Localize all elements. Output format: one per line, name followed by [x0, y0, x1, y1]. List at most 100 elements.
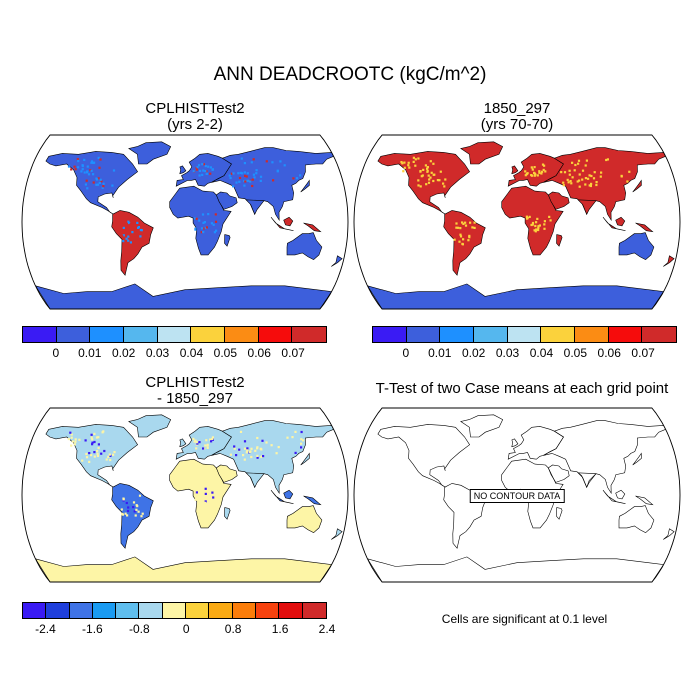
grid-cell: [195, 441, 198, 444]
grid-cell: [204, 487, 207, 490]
grid-cell: [600, 171, 603, 174]
grid-cell: [299, 174, 302, 177]
grid-cell: [101, 186, 104, 189]
map-border: [353, 134, 681, 310]
landmass-antarctica: [366, 283, 665, 309]
grid-cell: [576, 180, 579, 183]
landmass-borneo: [283, 216, 294, 227]
grid-cell: [122, 497, 125, 500]
colorbar-swatch: [209, 603, 233, 618]
grid-cell: [81, 168, 84, 171]
grid-cell: [129, 241, 132, 244]
grid-cell: [252, 158, 255, 161]
grid-cell: [283, 164, 286, 167]
grid-cell: [407, 164, 410, 167]
grid-cell: [91, 438, 94, 441]
grid-cell: [90, 454, 93, 457]
landmass-indonesia: [602, 490, 626, 504]
colorbar-tick-label: 0.01: [428, 346, 452, 360]
grid-cell: [291, 436, 294, 439]
grid-cell: [109, 458, 112, 462]
grid-cell: [196, 166, 199, 169]
grid-cell: [538, 170, 541, 173]
panel-title-line1: CPLHISTTest2: [145, 374, 245, 391]
colorbar-swatch: [255, 603, 280, 618]
grid-cell: [212, 223, 215, 226]
grid-cell: [127, 239, 130, 242]
grid-cell: [241, 172, 244, 175]
grid-cell: [211, 168, 214, 171]
grid-cell: [84, 439, 87, 442]
colorbar-tick-label: 0.01: [78, 346, 102, 360]
grid-cell: [90, 169, 93, 172]
grid-cell: [214, 220, 218, 223]
grid-cell: [592, 177, 596, 180]
grid-cell: [250, 161, 253, 164]
grid-cell: [462, 238, 465, 241]
grid-cell: [74, 440, 77, 443]
grid-cell: [302, 439, 305, 442]
grid-cell: [259, 179, 262, 182]
grid-cell: [538, 171, 541, 174]
grid-cell: [533, 174, 536, 177]
grid-cell: [89, 169, 92, 172]
grid-cell: [577, 162, 580, 165]
grid-cell: [578, 185, 581, 188]
colorbar-swatch: [162, 603, 187, 618]
grid-cell: [534, 230, 537, 233]
grid-cell: [233, 447, 236, 450]
grid-cell: [439, 170, 442, 173]
grid-cell: [543, 223, 546, 226]
grid-cell: [279, 160, 282, 163]
landmass-arabia: [547, 464, 570, 483]
grid-cell: [122, 499, 125, 502]
grid-cell: [86, 170, 89, 173]
grid-cell: [200, 231, 203, 234]
grid-cell: [300, 438, 303, 441]
grid-cell: [528, 215, 531, 218]
grid-cell: [77, 166, 80, 169]
grid-cell: [593, 171, 596, 174]
grid-cell: [193, 217, 196, 220]
grid-cell: [237, 172, 240, 175]
grid-cell: [458, 240, 461, 243]
colorbar-swatch: [90, 327, 124, 342]
grid-cell: [469, 221, 472, 224]
grid-cell: [256, 454, 259, 457]
grid-cell: [73, 443, 76, 446]
landmass-arabia: [215, 191, 238, 210]
landmass-asia: [211, 147, 335, 222]
grid-cell: [97, 156, 100, 159]
grid-cell: [193, 440, 196, 443]
grid-cell: [426, 166, 429, 169]
significance-note: Cells are significant at 0.1 level: [441, 612, 608, 626]
grid-cell: [588, 184, 591, 187]
grid-cell: [204, 170, 207, 173]
grid-cell: [295, 177, 299, 180]
grid-cell: [85, 456, 89, 459]
grid-cell: [210, 496, 213, 499]
grid-cell: [543, 164, 546, 167]
grid-cell: [568, 169, 571, 172]
grid-cell: [534, 224, 537, 228]
grid-cell: [259, 175, 263, 178]
colorbar-swatch: [642, 327, 676, 342]
panel-title-line2: (yrs 70-70): [480, 116, 554, 133]
grid-cell: [98, 166, 101, 169]
grid-cell: [204, 165, 207, 168]
grid-cell: [256, 436, 259, 440]
grid-cell: [570, 182, 573, 185]
grid-cell: [70, 444, 73, 447]
colorbar-swatch: [92, 603, 117, 618]
grid-cell: [462, 222, 465, 225]
grid-cell: [140, 229, 143, 232]
landmass-japan: [632, 179, 642, 193]
grid-cell: [235, 181, 238, 184]
grid-cell: [69, 431, 72, 434]
grid-cell: [438, 179, 441, 182]
grid-cell: [457, 226, 460, 229]
colorbar-tick-label: 0.07: [631, 346, 655, 360]
grid-cell: [256, 456, 259, 459]
landmass-uk: [511, 165, 519, 175]
grid-cell: [549, 219, 552, 222]
